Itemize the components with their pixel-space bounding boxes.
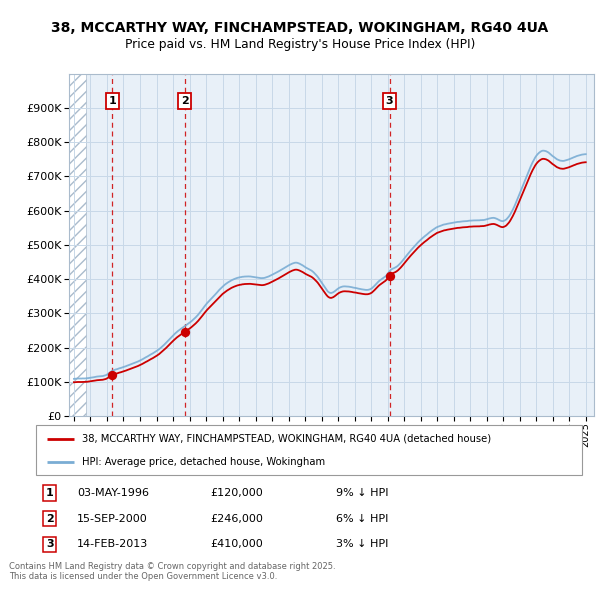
Text: 2: 2	[181, 96, 188, 106]
Text: HPI: Average price, detached house, Wokingham: HPI: Average price, detached house, Woki…	[82, 457, 326, 467]
Text: Price paid vs. HM Land Registry's House Price Index (HPI): Price paid vs. HM Land Registry's House …	[125, 38, 475, 51]
Text: £120,000: £120,000	[211, 488, 263, 498]
Text: 6% ↓ HPI: 6% ↓ HPI	[337, 514, 389, 523]
Text: 1: 1	[46, 488, 53, 498]
Text: 3: 3	[386, 96, 394, 106]
Text: £246,000: £246,000	[211, 514, 263, 523]
Text: 1: 1	[109, 96, 116, 106]
Text: 03-MAY-1996: 03-MAY-1996	[77, 488, 149, 498]
Point	[385, 271, 394, 280]
Point	[180, 327, 190, 336]
Text: 15-SEP-2000: 15-SEP-2000	[77, 514, 148, 523]
Point	[107, 370, 117, 379]
Text: 9% ↓ HPI: 9% ↓ HPI	[337, 488, 389, 498]
FancyBboxPatch shape	[36, 425, 582, 475]
Text: 14-FEB-2013: 14-FEB-2013	[77, 539, 148, 549]
Text: 38, MCCARTHY WAY, FINCHAMPSTEAD, WOKINGHAM, RG40 4UA: 38, MCCARTHY WAY, FINCHAMPSTEAD, WOKINGH…	[52, 21, 548, 35]
Bar	[65, 74, 86, 416]
Text: Contains HM Land Registry data © Crown copyright and database right 2025.
This d: Contains HM Land Registry data © Crown c…	[9, 562, 335, 581]
Text: £410,000: £410,000	[211, 539, 263, 549]
Text: 3% ↓ HPI: 3% ↓ HPI	[337, 539, 389, 549]
Text: 2: 2	[46, 514, 53, 523]
Text: 38, MCCARTHY WAY, FINCHAMPSTEAD, WOKINGHAM, RG40 4UA (detached house): 38, MCCARTHY WAY, FINCHAMPSTEAD, WOKINGH…	[82, 434, 491, 444]
Text: 3: 3	[46, 539, 53, 549]
